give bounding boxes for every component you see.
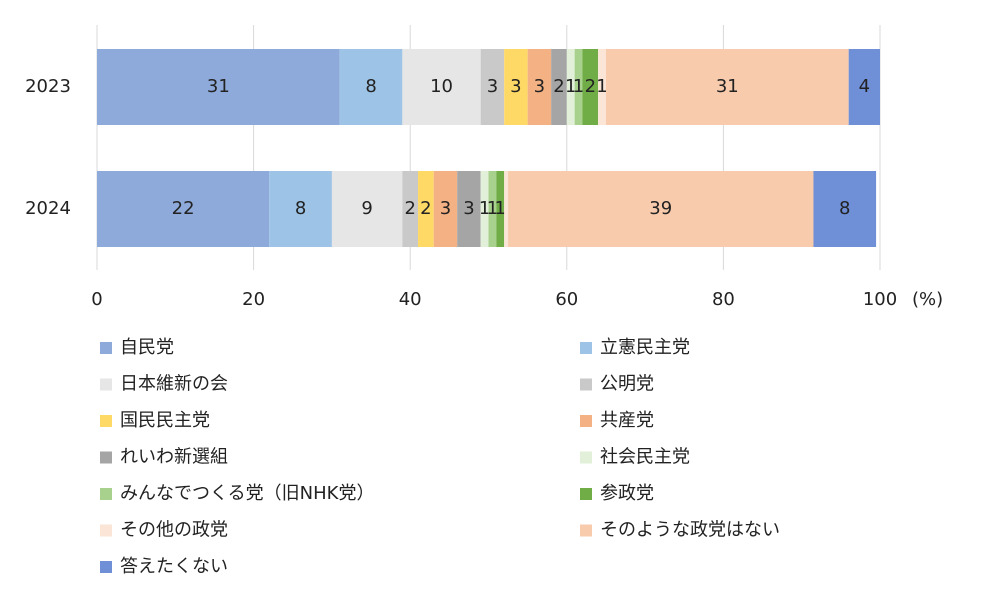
x-tick-label: 60 (555, 289, 578, 310)
legend-swatch (580, 342, 592, 354)
data-label: 1 (565, 76, 576, 97)
bar-segment (496, 171, 505, 247)
data-label: 1 (573, 76, 584, 97)
bar-segment (551, 49, 567, 125)
legend-swatch (100, 524, 112, 537)
x-tick-label: 100 (863, 289, 897, 310)
bar-segment (566, 49, 575, 125)
data-label: 3 (440, 198, 451, 219)
y-tick-label: 2024 (25, 198, 71, 219)
x-unit: (%) (912, 289, 943, 310)
x-tick-label: 40 (399, 289, 422, 310)
legend-swatch (100, 488, 112, 500)
x-tick-label: 0 (91, 289, 102, 310)
data-label: 2 (404, 198, 415, 219)
data-label: 8 (295, 198, 306, 219)
bar-segment (457, 171, 481, 247)
data-label: 1 (487, 198, 498, 219)
bar-segment (488, 171, 497, 247)
bar-segment (480, 49, 505, 125)
legend-label: 日本維新の会 (120, 374, 228, 395)
legend-label: そのような政党はない (600, 520, 780, 541)
bar-segment (527, 49, 552, 125)
legend-swatch (100, 342, 112, 354)
legend-swatch (100, 378, 112, 391)
legend-label: 公明党 (600, 374, 654, 395)
bar-segment (480, 171, 489, 247)
bar-segment (97, 49, 340, 125)
legend-swatch (580, 378, 592, 391)
data-label: 3 (487, 76, 498, 97)
bar-segment (97, 171, 270, 247)
legend-label: みんなでつくる党（旧NHK党） (120, 483, 374, 504)
legend-swatch (580, 524, 592, 537)
legend-label: 国民民主党 (120, 410, 210, 431)
legend-swatch (100, 451, 112, 464)
bar-segment (598, 49, 606, 125)
legend-label: れいわ新選組 (120, 447, 228, 468)
legend-label: 参政党 (600, 483, 654, 504)
bar-segment (402, 49, 481, 125)
legend-label: その他の政党 (120, 520, 228, 541)
legend-swatch (580, 488, 592, 500)
legend-swatch (100, 415, 112, 427)
data-label: 1 (596, 76, 607, 97)
bar-segment (504, 171, 509, 247)
bar-segment (418, 171, 434, 247)
data-label: 9 (361, 198, 372, 219)
data-label: 31 (207, 76, 230, 97)
data-label: 3 (510, 76, 521, 97)
bar-segment (574, 49, 583, 125)
data-label: 2 (553, 76, 564, 97)
bar-segment (582, 49, 599, 125)
legend-swatch (100, 561, 112, 573)
legend-label: 共産党 (600, 410, 654, 431)
data-label: 39 (649, 198, 672, 219)
data-label: 10 (430, 76, 453, 97)
bar-segment (508, 171, 814, 247)
bar-segment (331, 171, 403, 247)
x-tick-label: 80 (712, 289, 735, 310)
legend-label: 社会民主党 (600, 447, 690, 468)
data-label: 8 (365, 76, 376, 97)
bar-segment (269, 171, 332, 247)
data-label: 2 (420, 198, 431, 219)
bar-segment (504, 49, 528, 125)
data-label: 31 (716, 76, 739, 97)
bar-segment (402, 171, 419, 247)
data-label: 22 (172, 198, 195, 219)
legend-swatch (580, 415, 592, 427)
data-label: 8 (839, 198, 850, 219)
legend-swatch (580, 451, 592, 464)
data-label: 4 (859, 76, 870, 97)
bar-segment (848, 49, 880, 125)
bar-segment (433, 171, 458, 247)
y-tick-label: 2023 (25, 76, 71, 97)
data-label: 1 (479, 198, 490, 219)
bar-segment (605, 49, 849, 125)
data-label: 1 (495, 198, 506, 219)
data-label: 2 (585, 76, 596, 97)
legend-label: 答えたくない (120, 556, 228, 577)
data-label: 3 (534, 76, 545, 97)
legend-label: 立憲民主党 (600, 336, 690, 358)
bar-segment (813, 171, 877, 247)
data-label: 3 (463, 198, 474, 219)
x-tick-label: 20 (242, 289, 265, 310)
bar-segment (339, 49, 403, 125)
legend-label: 自民党 (120, 337, 174, 358)
